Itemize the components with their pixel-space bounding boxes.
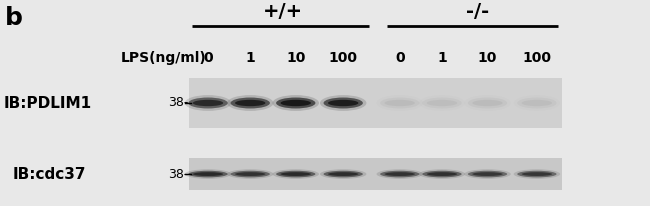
Ellipse shape	[427, 172, 457, 176]
Text: 1: 1	[246, 51, 255, 65]
Text: 38-: 38-	[168, 96, 188, 110]
Ellipse shape	[380, 97, 419, 109]
Text: IB:cdc37: IB:cdc37	[13, 167, 86, 181]
Bar	[188, 78, 562, 128]
Ellipse shape	[320, 95, 367, 111]
Text: 38-: 38-	[168, 167, 188, 181]
Ellipse shape	[281, 172, 311, 176]
Ellipse shape	[276, 97, 315, 109]
Ellipse shape	[514, 169, 560, 179]
Ellipse shape	[188, 97, 228, 109]
Text: 10: 10	[478, 51, 497, 65]
Ellipse shape	[276, 171, 315, 177]
Ellipse shape	[324, 171, 363, 177]
Ellipse shape	[468, 97, 507, 109]
Ellipse shape	[385, 100, 415, 106]
Text: 10: 10	[286, 51, 306, 65]
Text: LPS(ng/ml): LPS(ng/ml)	[120, 51, 206, 65]
Ellipse shape	[193, 100, 223, 106]
Text: +/+: +/+	[263, 2, 303, 21]
Ellipse shape	[380, 171, 419, 177]
Ellipse shape	[517, 171, 556, 177]
Ellipse shape	[320, 169, 367, 179]
Text: -/-: -/-	[466, 2, 489, 21]
Ellipse shape	[473, 100, 502, 106]
Text: 0: 0	[203, 51, 213, 65]
Ellipse shape	[227, 95, 274, 111]
Ellipse shape	[473, 172, 502, 176]
Ellipse shape	[422, 171, 461, 177]
Ellipse shape	[185, 95, 231, 111]
Ellipse shape	[522, 100, 552, 106]
Ellipse shape	[468, 171, 507, 177]
Ellipse shape	[281, 100, 311, 106]
Ellipse shape	[427, 100, 457, 106]
Ellipse shape	[227, 169, 274, 179]
Ellipse shape	[464, 169, 511, 179]
Text: IB:PDLIM1: IB:PDLIM1	[3, 96, 92, 110]
Ellipse shape	[328, 172, 358, 176]
Text: 1: 1	[437, 51, 447, 65]
Text: 100: 100	[329, 51, 358, 65]
Ellipse shape	[419, 169, 465, 179]
Ellipse shape	[272, 169, 319, 179]
Ellipse shape	[231, 97, 270, 109]
Text: b: b	[5, 6, 23, 30]
Ellipse shape	[235, 172, 265, 176]
Ellipse shape	[235, 100, 265, 106]
Bar	[188, 158, 562, 190]
Ellipse shape	[376, 169, 423, 179]
Ellipse shape	[188, 171, 228, 177]
Ellipse shape	[328, 100, 358, 106]
Ellipse shape	[324, 97, 363, 109]
Text: 100: 100	[523, 51, 551, 65]
Ellipse shape	[185, 169, 231, 179]
Ellipse shape	[522, 172, 552, 176]
Ellipse shape	[193, 172, 223, 176]
Ellipse shape	[385, 172, 415, 176]
Ellipse shape	[231, 171, 270, 177]
Text: 0: 0	[395, 51, 404, 65]
Ellipse shape	[272, 95, 319, 111]
